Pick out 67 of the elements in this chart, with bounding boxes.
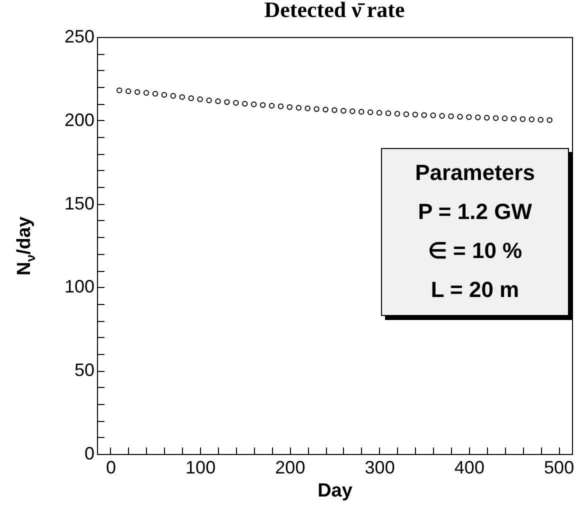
point	[340, 108, 346, 114]
chart-title: Detected ν̄ rate	[264, 0, 405, 22]
annotation: Parameters	[414, 159, 536, 187]
point	[179, 94, 185, 100]
point	[322, 106, 328, 112]
point	[197, 96, 203, 102]
point	[134, 89, 140, 95]
point	[358, 108, 364, 115]
point	[233, 100, 239, 106]
x-tick-label: 500	[544, 458, 574, 478]
point	[546, 117, 552, 123]
point	[116, 88, 122, 94]
x-tick-label: 0	[106, 458, 116, 478]
point	[421, 112, 427, 118]
point	[152, 90, 158, 97]
point	[296, 104, 302, 111]
x-axis-title: Day	[318, 480, 353, 502]
y-tick-label: 0	[84, 444, 94, 464]
point	[457, 114, 463, 120]
point	[268, 102, 275, 109]
point	[492, 115, 499, 121]
point	[350, 108, 356, 114]
point	[520, 116, 526, 122]
point	[250, 102, 257, 108]
x-tick-label: 300	[364, 458, 395, 478]
point	[215, 98, 221, 104]
point	[528, 116, 535, 122]
point	[260, 102, 266, 108]
point	[430, 112, 436, 118]
point	[368, 109, 374, 116]
annotation: L = 20 m	[430, 276, 520, 304]
point	[278, 104, 284, 110]
y-tick-label: 50	[74, 360, 94, 380]
point	[206, 98, 212, 104]
point	[286, 104, 293, 110]
point	[161, 92, 168, 98]
point	[332, 107, 338, 113]
point	[403, 111, 410, 118]
point	[484, 114, 490, 121]
point	[242, 100, 248, 107]
y-tick-label: 100	[64, 276, 94, 297]
point	[394, 110, 400, 117]
point	[170, 93, 176, 99]
annotation: P = 1.2 GW	[417, 198, 533, 226]
point	[475, 114, 481, 120]
point	[510, 116, 517, 122]
y-tick-label: 200	[64, 110, 94, 130]
point	[126, 88, 132, 94]
point	[502, 116, 508, 122]
point	[385, 110, 392, 116]
point	[412, 112, 418, 118]
annotation: ∈ = 10 %	[426, 237, 524, 265]
point	[466, 114, 472, 120]
point	[304, 106, 310, 112]
y-tick-label: 250	[64, 26, 94, 46]
x-tick-label: 200	[275, 458, 306, 478]
x-tick-label: 400	[454, 458, 484, 478]
point	[376, 110, 382, 116]
point	[439, 113, 445, 119]
point	[188, 95, 194, 102]
point	[224, 99, 230, 105]
y-tick-label: 150	[64, 193, 94, 214]
point	[314, 106, 320, 112]
point	[143, 90, 150, 96]
x-tick-label: 100	[186, 458, 216, 478]
point	[448, 113, 454, 120]
point	[538, 116, 544, 123]
